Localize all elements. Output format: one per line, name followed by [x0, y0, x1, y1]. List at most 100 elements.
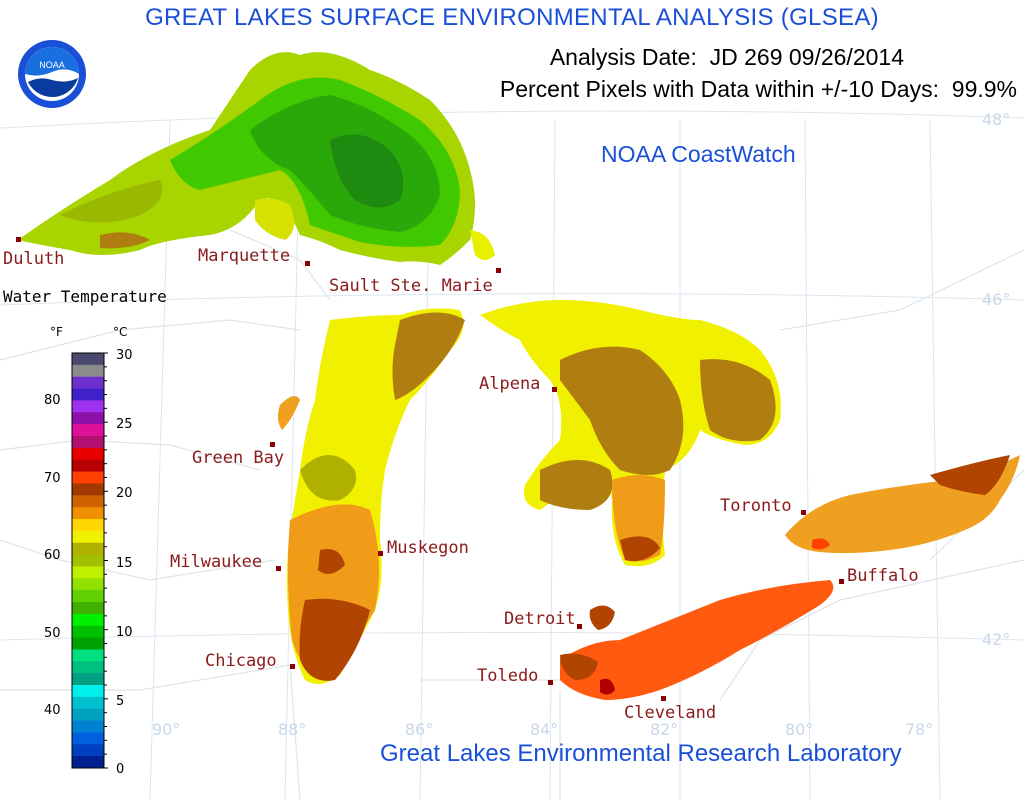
- color-scale-swatch: [72, 353, 104, 366]
- color-scale-swatch: [72, 530, 104, 544]
- page-title: GREAT LAKES SURFACE ENVIRONMENTAL ANALYS…: [145, 4, 879, 31]
- city-label-marquette: Marquette: [198, 246, 291, 266]
- city-label-milwaukee: Milwaukee: [170, 552, 263, 572]
- color-scale-swatch: [72, 436, 104, 449]
- analysis-date: Analysis Date: JD 269 09/26/2014: [549, 44, 904, 70]
- color-scale-swatch: [72, 578, 104, 591]
- city-label-alpena: Alpena: [479, 374, 541, 394]
- color-scale-bar: [71, 352, 108, 769]
- lat-label-46: 46°: [982, 290, 1011, 309]
- lake-huron: [480, 300, 781, 567]
- f-tick-50: 50: [44, 626, 61, 641]
- lake-superior: [18, 52, 495, 266]
- city-label-muskegon: Muskegon: [387, 538, 469, 558]
- lake-ontario: [785, 455, 1020, 554]
- city-marker-chicago: [290, 664, 295, 669]
- color-scale-swatch: [72, 519, 104, 532]
- color-scale-swatch: [72, 602, 104, 615]
- city-label-chicago: Chicago: [205, 651, 277, 671]
- city-label-green-bay: Green Bay: [192, 448, 285, 468]
- noaa-logo-icon: NOAA: [16, 38, 88, 110]
- legend-unit-c: °C: [113, 325, 128, 339]
- city-marker-duluth: [16, 237, 21, 242]
- c-tick-30: 30: [116, 348, 133, 363]
- color-scale-swatch: [72, 673, 104, 686]
- color-scale-swatch: [72, 483, 104, 496]
- lon-label-84: 84°: [530, 720, 559, 739]
- coastwatch-label: NOAA CoastWatch: [601, 141, 796, 167]
- c-tick-20: 20: [116, 486, 133, 501]
- city-marker-muskegon: [378, 551, 383, 556]
- color-scale-swatch: [72, 756, 104, 769]
- color-scale-swatch: [72, 495, 104, 508]
- lake-michigan: [277, 308, 465, 684]
- glerl-label: Great Lakes Environmental Research Labor…: [380, 740, 902, 767]
- city-label-detroit: Detroit: [504, 609, 576, 629]
- city-marker-toledo: [548, 680, 553, 685]
- city-label-toronto: Toronto: [720, 496, 792, 516]
- city-marker-marquette: [305, 261, 310, 266]
- color-scale-swatch: [72, 661, 104, 674]
- lon-label-82: 82°: [650, 720, 679, 739]
- color-scale-swatch: [72, 459, 104, 473]
- political-borders: [0, 229, 1024, 800]
- color-scale-swatch: [72, 364, 104, 378]
- color-scale-swatch: [72, 507, 104, 520]
- color-scale-swatch: [72, 720, 104, 733]
- color-scale-swatch: [72, 637, 104, 650]
- city-marker-detroit: [577, 624, 582, 629]
- city-marker-green-bay: [270, 442, 275, 447]
- color-scale-swatch: [72, 696, 104, 710]
- color-scale-swatch: [72, 744, 104, 757]
- color-scale-swatch: [72, 400, 104, 413]
- c-tick-15: 15: [116, 556, 133, 571]
- color-scale-swatch: [72, 590, 104, 603]
- city-marker-buffalo: [839, 579, 844, 584]
- city-marker-cleveland: [661, 696, 666, 701]
- color-scale-swatch: [72, 554, 104, 567]
- lon-label-88: 88°: [278, 720, 307, 739]
- legend-title: Water Temperature: [3, 287, 167, 306]
- legend-unit-f: °F: [50, 325, 63, 339]
- color-scale-swatch: [72, 412, 104, 425]
- color-scale-swatch: [72, 685, 104, 698]
- percent-pixels: Percent Pixels with Data within +/-10 Da…: [499, 76, 1017, 102]
- city-label-duluth: Duluth: [3, 249, 65, 269]
- lake-erie: [560, 580, 834, 700]
- lat-label-42: 42°: [982, 630, 1011, 649]
- color-scale-swatch: [72, 388, 104, 401]
- color-scale-swatch: [72, 424, 104, 437]
- city-label-sault: Sault Ste. Marie: [329, 276, 493, 296]
- f-tick-80: 80: [44, 393, 61, 408]
- lat-label-48: 48°: [982, 110, 1011, 129]
- city-label-cleveland: Cleveland: [624, 703, 717, 723]
- f-tick-40: 40: [44, 703, 61, 718]
- color-scale-swatch: [72, 649, 104, 662]
- color-scale-swatch: [72, 447, 104, 461]
- city-marker-alpena: [552, 387, 557, 392]
- c-tick-10: 10: [116, 625, 133, 640]
- c-tick-0: 0: [116, 762, 125, 777]
- city-marker-milwaukee: [276, 566, 281, 571]
- color-scale-swatch: [72, 732, 104, 745]
- color-scale-swatch: [72, 471, 104, 484]
- city-marker-sault: [496, 268, 501, 273]
- lon-label-86: 86°: [405, 720, 434, 739]
- city-label-buffalo: Buffalo: [847, 566, 919, 586]
- color-scale-swatch: [72, 625, 104, 639]
- lon-label-78: 78°: [905, 720, 934, 739]
- f-tick-70: 70: [44, 471, 61, 486]
- color-scale-swatch: [72, 613, 104, 627]
- color-scale-swatch: [72, 708, 104, 722]
- c-tick-5: 5: [116, 694, 125, 709]
- city-marker-toronto: [801, 510, 806, 515]
- c-tick-25: 25: [116, 417, 133, 432]
- lon-label-80: 80°: [785, 720, 814, 739]
- color-scale-swatch: [72, 376, 104, 390]
- svg-text:NOAA: NOAA: [39, 60, 65, 70]
- color-scale-swatch: [72, 566, 104, 579]
- lon-label-90: 90°: [152, 720, 181, 739]
- city-label-toledo: Toledo: [477, 666, 539, 686]
- f-tick-60: 60: [44, 548, 61, 563]
